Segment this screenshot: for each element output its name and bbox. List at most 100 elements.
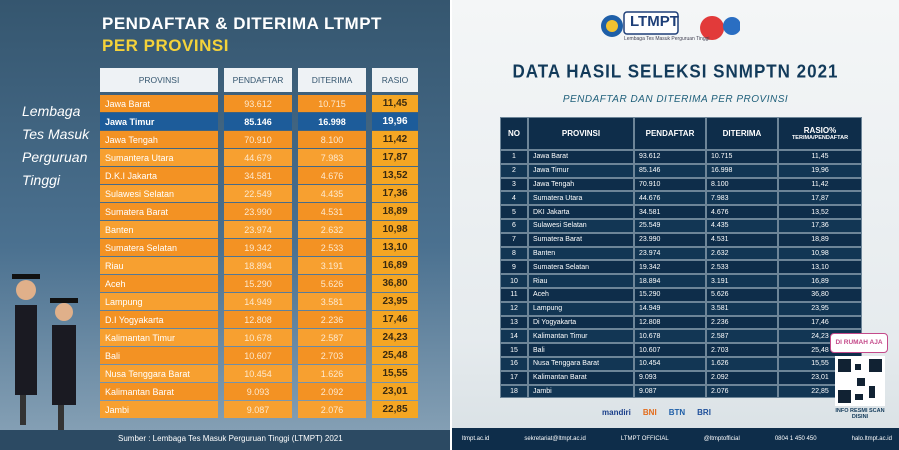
value-cell: 2.076 — [298, 401, 366, 418]
province-cell: Kalimantan Barat — [528, 370, 634, 385]
footer-links: ltmpt.ac.id sekretariat@ltmpt.ac.id LTMPT … — [462, 428, 892, 450]
value-cell: 4.435 — [706, 219, 778, 233]
value-cell: 25,48 — [372, 347, 418, 364]
value-cell: 2.076 — [706, 384, 778, 399]
province-cell: Kalimantan Timur — [528, 329, 634, 344]
value-cell: 7.983 — [298, 149, 366, 166]
value-cell: 18.894 — [634, 274, 706, 288]
value-cell: 19.342 — [634, 260, 706, 275]
province-cell: Banten — [100, 221, 218, 238]
value-cell: 44.676 — [634, 191, 706, 206]
header-cell: NO — [500, 117, 528, 150]
header-cell: RASIO — [372, 68, 418, 92]
province-cell: Jawa Barat — [100, 95, 218, 112]
province-cell: Aceh — [100, 275, 218, 292]
value-cell: 36,80 — [778, 288, 862, 302]
value-cell: 85.146 — [224, 113, 292, 130]
value-cell: 2.587 — [706, 329, 778, 344]
province-cell: D.K.I Jakarta — [100, 167, 218, 184]
value-cell: 15.290 — [634, 288, 706, 302]
header-cell: DITERIMA — [706, 117, 778, 150]
value-cell: 16,89 — [372, 257, 418, 274]
right-panel: LTMPT Lembaga Tes Masuk Perguruan Tinggi… — [452, 0, 899, 450]
value-cell: 18 — [500, 384, 528, 399]
value-cell: 4 — [500, 191, 528, 206]
value-cell: 2.236 — [706, 315, 778, 330]
value-cell: 5 — [500, 205, 528, 219]
value-cell: 14 — [500, 329, 528, 344]
value-cell: 23.990 — [224, 203, 292, 220]
value-cell: 11,42 — [778, 177, 862, 192]
province-cell: Banten — [528, 246, 634, 261]
graduates-illustration — [12, 274, 78, 430]
province-cell: Nusa Tenggara Barat — [100, 365, 218, 382]
value-cell: 23,01 — [372, 383, 418, 400]
value-cell: 25.549 — [634, 219, 706, 233]
value-cell: 4.531 — [706, 232, 778, 247]
value-cell: 2.236 — [298, 311, 366, 328]
value-cell: 10.607 — [224, 347, 292, 364]
sponsor-logo: BRI — [697, 408, 711, 417]
value-cell: 19.342 — [224, 239, 292, 256]
side-text-line: Tes Masuk — [22, 126, 90, 142]
value-cell: 13,52 — [778, 205, 862, 219]
value-cell: 4.676 — [298, 167, 366, 184]
value-cell: 10,98 — [372, 221, 418, 238]
value-cell: 22,85 — [372, 401, 418, 418]
value-cell: 10 — [500, 274, 528, 288]
value-cell: 10,98 — [778, 246, 862, 261]
value-cell: 17,36 — [372, 185, 418, 202]
value-cell: 12 — [500, 301, 528, 316]
province-cell: Sumantera Utara — [100, 149, 218, 166]
footer-link: 0804 1 450 450 — [774, 436, 817, 442]
value-cell: 6 — [500, 219, 528, 233]
value-cell: 10.678 — [224, 329, 292, 346]
value-cell: 13 — [500, 315, 528, 330]
value-cell: 19,96 — [778, 163, 862, 178]
value-cell: 8.100 — [706, 177, 778, 192]
province-cell: Riau — [100, 257, 218, 274]
left-title: PENDAFTAR & DITERIMA LTMPT — [102, 14, 382, 33]
value-cell: 2.632 — [298, 221, 366, 238]
value-cell: 22.549 — [224, 185, 292, 202]
side-text-line: Perguruan — [22, 149, 88, 165]
value-cell: 16.998 — [706, 163, 778, 178]
value-cell: 17,46 — [372, 311, 418, 328]
value-cell: 10.454 — [224, 365, 292, 382]
value-cell: 12.808 — [224, 311, 292, 328]
value-cell: 3.581 — [298, 293, 366, 310]
qr-code — [835, 356, 885, 406]
footer-link: @ltmptofficial — [703, 436, 740, 442]
province-cell: Jawa Tengah — [100, 131, 218, 148]
province-cell: Jambi — [100, 401, 218, 418]
value-cell: 3 — [500, 177, 528, 192]
value-cell: 23.974 — [224, 221, 292, 238]
value-cell: 70.910 — [634, 177, 706, 192]
footer-bar — [452, 428, 899, 450]
value-cell: 9.087 — [634, 384, 706, 399]
value-cell: 10.715 — [298, 95, 366, 112]
value-cell: 23,95 — [778, 301, 862, 316]
province-cell: Kalimantan Timur — [100, 329, 218, 346]
value-cell: 9 — [500, 260, 528, 275]
province-cell: Sumatera Selatan — [100, 239, 218, 256]
value-cell: 18.894 — [224, 257, 292, 274]
left-panel: PENDAFTAR & DITERIMA LTMPT PER PROVINSI … — [0, 0, 450, 450]
value-cell: 17,36 — [778, 219, 862, 233]
province-cell: Sulawesi Selatan — [528, 219, 634, 233]
value-cell: 15 — [500, 343, 528, 357]
province-cell: Jawa Timur — [528, 163, 634, 178]
province-cell: D.I Yogyakarta — [100, 311, 218, 328]
value-cell: 9.093 — [634, 370, 706, 385]
sponsor-logo: mandiri — [602, 408, 631, 417]
value-cell: 11,45 — [778, 150, 862, 164]
value-cell: 10.678 — [634, 329, 706, 344]
province-cell: Jawa Barat — [528, 150, 634, 164]
left-subtitle: PER PROVINSI — [102, 36, 229, 55]
province-cell: Kalimantan Barat — [100, 383, 218, 400]
badge: DI RUMAH AJA — [830, 333, 888, 353]
side-text: Lembaga Tes Masuk Perguruan Tinggi — [22, 100, 89, 192]
value-cell: 93.612 — [634, 150, 706, 164]
value-cell: 24,23 — [372, 329, 418, 346]
